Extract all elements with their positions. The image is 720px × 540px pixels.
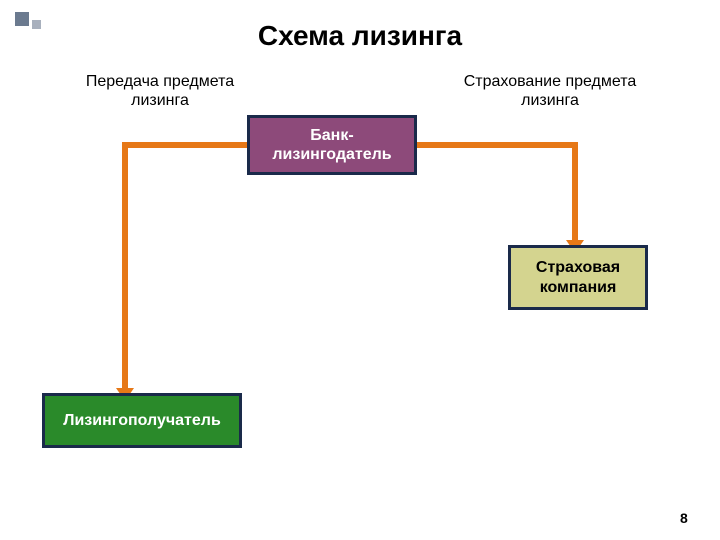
node-lessee: Лизингополучатель: [42, 393, 242, 448]
label-transfer-line2: лизинга: [131, 92, 189, 109]
arrow-right-path: [417, 145, 575, 242]
page-number: 8: [680, 510, 688, 526]
node-bank: Банк- лизингодатель: [247, 115, 417, 175]
label-transfer: Передача предмета лизинга: [60, 72, 260, 110]
node-insurance: Страховая компания: [508, 245, 648, 310]
node-lessee-text: Лизингополучатель: [63, 411, 221, 430]
node-insurance-line2: компания: [540, 279, 617, 296]
arrow-left-path: [125, 145, 247, 390]
node-insurance-line1: Страховая: [536, 259, 620, 276]
slide-title: Схема лизинга: [0, 20, 720, 52]
label-insurance-line1: Страхование предмета: [464, 73, 637, 90]
label-transfer-line1: Передача предмета: [86, 73, 234, 90]
node-bank-line2: лизингодатель: [272, 146, 391, 163]
label-insurance-line2: лизинга: [521, 92, 579, 109]
node-bank-line1: Банк-: [310, 127, 353, 144]
label-insurance: Страхование предмета лизинга: [440, 72, 660, 110]
